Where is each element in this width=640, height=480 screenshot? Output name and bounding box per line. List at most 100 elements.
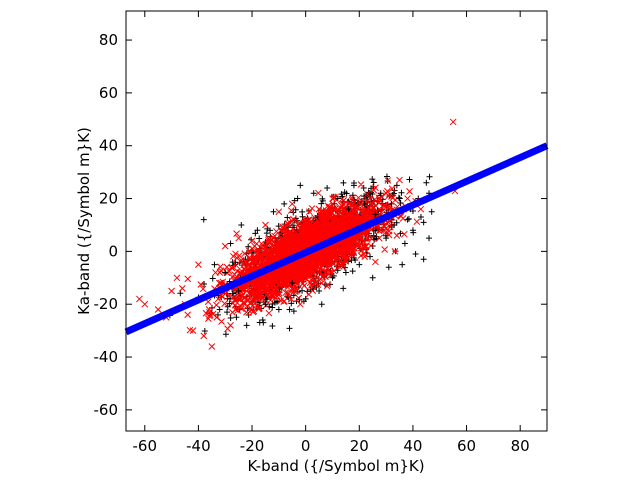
series-1-point-13 xyxy=(227,321,234,329)
plot-frame xyxy=(125,10,548,432)
series-0-point-25 xyxy=(388,200,395,207)
series-1-point-20 xyxy=(275,208,283,216)
y-tick-label-20: 20 xyxy=(99,190,118,208)
series-1-point-43 xyxy=(205,306,213,313)
series-0-point-28 xyxy=(404,216,411,223)
y-tick-label--60: -60 xyxy=(94,401,119,419)
x-tick-label-0: 0 xyxy=(301,437,311,455)
y-tick-label--40: -40 xyxy=(94,348,119,366)
series-0-point-43 xyxy=(372,211,379,218)
series-0-point-2 xyxy=(227,240,234,247)
series-1-point-9 xyxy=(200,332,208,340)
series-1-point-25 xyxy=(307,269,315,276)
series-0-point-46 xyxy=(259,317,266,324)
series-1-point-0 xyxy=(136,295,143,303)
series-1-point-55 xyxy=(372,258,379,266)
series-0-point-9 xyxy=(281,200,288,207)
series-1-point-7 xyxy=(189,327,197,334)
series-1-point-1 xyxy=(141,300,149,308)
series-0-point-19 xyxy=(350,182,357,189)
series-0-point-52 xyxy=(420,219,427,226)
series-0-point-6 xyxy=(262,301,269,308)
x-tick-label-60: 60 xyxy=(457,437,476,455)
series-0-point-42 xyxy=(417,214,424,221)
series-1-point-39 xyxy=(404,195,411,202)
y-tick-label--20: -20 xyxy=(94,295,119,313)
series-0-point-21 xyxy=(361,200,368,207)
series-1-point-24 xyxy=(302,216,310,224)
y-tick-label-80: 80 xyxy=(99,31,118,49)
fit-line xyxy=(124,142,549,336)
series-0-point-41 xyxy=(412,251,419,258)
series-0-point-3 xyxy=(235,288,242,294)
series-0-point-13 xyxy=(310,190,317,197)
series-1-point-16 xyxy=(248,306,256,313)
series-1-point-5 xyxy=(173,274,181,282)
series-1-point-34 xyxy=(369,200,377,208)
series-1-point-31 xyxy=(350,208,358,216)
series-0-point-48 xyxy=(211,261,218,268)
series-0-point-50 xyxy=(396,195,403,202)
series-1-point-33 xyxy=(361,253,369,261)
series-0-point-8 xyxy=(275,306,282,313)
series-0-point-40 xyxy=(401,240,408,247)
series-1-point-47 xyxy=(313,232,320,239)
x-axis-title: K-band ({/Symbol m}K) xyxy=(247,457,424,475)
series-0-point-4 xyxy=(243,322,250,329)
series-0-point-38 xyxy=(367,253,374,260)
series-1-point-18 xyxy=(262,221,269,229)
series-1-point-42 xyxy=(184,311,192,319)
fit-line-layer xyxy=(124,142,549,336)
series-1-point-22 xyxy=(288,200,296,208)
series-0-point-33 xyxy=(426,235,433,242)
series-1-point-53 xyxy=(318,279,326,287)
y-tick-label-40: 40 xyxy=(99,137,118,155)
series-1-point-30 xyxy=(342,255,350,263)
series-0-point-32 xyxy=(423,179,430,186)
point-cloud-layer xyxy=(166,173,459,338)
series-1-point-19 xyxy=(270,287,277,295)
series-1-point-38 xyxy=(396,176,403,184)
series-1-point-36 xyxy=(382,189,390,197)
series-1-point-17 xyxy=(254,248,261,255)
series-1-point-58 xyxy=(248,237,256,245)
series-0-point-39 xyxy=(391,221,398,228)
series-0-point-16 xyxy=(329,274,336,281)
series-0-point-37 xyxy=(340,285,347,292)
series-0-point-47 xyxy=(238,221,245,228)
series-1-point-14 xyxy=(235,234,242,242)
x-tick-label--40: -40 xyxy=(186,437,211,455)
series-1-point-57 xyxy=(178,285,186,292)
series-1-point-52 xyxy=(345,242,352,250)
series-1-point-8 xyxy=(195,261,202,268)
series-1-point-41 xyxy=(449,118,457,126)
series-0-point-17 xyxy=(334,195,341,202)
ticks-layer: -60 -40 -20 0 20 40 60 80 -60 -40 -20 0 20 40 60 80 xyxy=(94,11,547,455)
series-0-point-45 xyxy=(318,301,325,308)
series-0-point-1 xyxy=(222,269,229,276)
series-0-point-7 xyxy=(270,208,277,215)
series-0-point-44 xyxy=(345,206,352,213)
series-1-point-2 xyxy=(154,306,162,313)
series-1-point-35 xyxy=(377,226,385,234)
y-axis-title: Ka-band ({/Symbol m}K) xyxy=(75,127,93,315)
series-0-point-0 xyxy=(200,216,207,223)
series-0-point-15 xyxy=(324,184,331,191)
series-1-point-50 xyxy=(216,269,224,276)
x-tick-label-20: 20 xyxy=(350,437,369,455)
series-0-point-14 xyxy=(316,288,323,294)
series-1-point-12 xyxy=(221,242,229,250)
series-0-point-31 xyxy=(420,256,427,263)
series-0-point-5 xyxy=(254,227,261,234)
series-0-point-22 xyxy=(369,274,376,281)
x-tick-label-80: 80 xyxy=(511,437,530,455)
y-tick-label-0: 0 xyxy=(108,242,118,260)
x-tick-label--60: -60 xyxy=(133,437,158,455)
series-1-point-51 xyxy=(259,285,267,292)
x-tick-label--20: -20 xyxy=(240,437,265,455)
series-0-point-24 xyxy=(383,235,390,242)
series-0-point-35 xyxy=(297,182,304,189)
series-0-point-18 xyxy=(342,269,349,276)
series-1-point-4 xyxy=(168,287,175,295)
